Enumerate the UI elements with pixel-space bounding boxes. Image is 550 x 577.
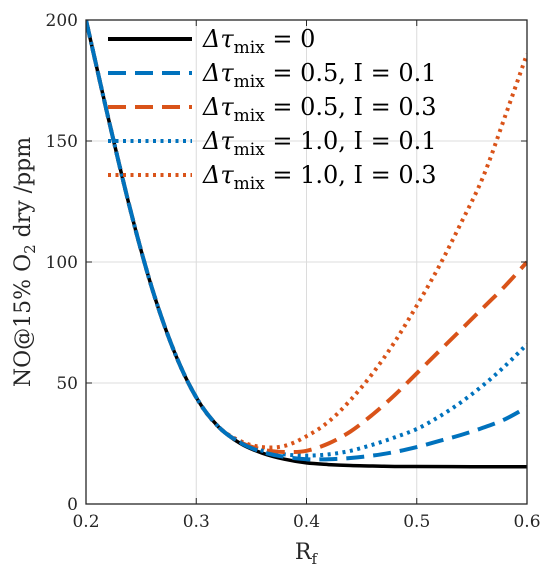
legend-label-5: Δτmix = 1.0, I = 0.3 [202, 161, 437, 194]
x-tick-label: 0.6 [513, 512, 540, 532]
legend-subscript: mix [234, 72, 266, 92]
legend-value: = 1.0, I = 0.1 [265, 127, 437, 155]
legend-delta: Δτ [202, 25, 234, 53]
legend-value: = 1.0, I = 0.3 [265, 161, 437, 189]
legend-delta: Δτ [202, 127, 234, 155]
y-axis-label: NO@15% O2 dry /ppm [11, 137, 39, 387]
y-tick-label: 100 [46, 253, 78, 273]
x-axis-label-sub: f [312, 550, 319, 568]
legend-subscript: mix [234, 174, 266, 194]
x-tick-label: 0.3 [183, 512, 210, 532]
legend-value: = 0.5, I = 0.1 [265, 59, 437, 87]
axis-ticks: 0.2 0.3 0.4 0.5 0.6 0 50 100 150 200 [46, 11, 541, 532]
y-axis-label-after: dry /ppm [11, 137, 36, 245]
legend-delta: Δτ [202, 59, 234, 87]
legend-label-4: Δτmix = 1.0, I = 0.1 [202, 127, 437, 160]
x-tick-label: 0.4 [293, 512, 320, 532]
x-tick-label: 0.2 [72, 512, 99, 532]
legend-label-1: Δτmix = 0 [202, 25, 315, 58]
y-axis-label-sub: 2 [21, 244, 39, 254]
legend-delta: Δτ [202, 93, 234, 121]
legend-label-3: Δτmix = 0.5, I = 0.3 [202, 93, 437, 126]
x-axis-label-main: R [295, 540, 313, 565]
legend-label-2: Δτmix = 0.5, I = 0.1 [202, 59, 437, 92]
x-tick-label: 0.5 [403, 512, 430, 532]
series-line-5 [86, 20, 527, 450]
legend-subscript: mix [234, 140, 266, 160]
series-lines [86, 20, 527, 469]
y-tick-label: 50 [56, 374, 78, 394]
legend-value: = 0.5, I = 0.3 [265, 93, 437, 121]
y-axis-label-before: NO@15% O [11, 254, 36, 387]
legend-delta: Δτ [202, 161, 234, 189]
y-tick-label: 0 [67, 495, 78, 515]
x-axis-label: Rf [295, 540, 319, 568]
legend-subscript: mix [234, 106, 266, 126]
y-tick-label: 150 [46, 132, 78, 152]
legend-value: = 0 [265, 25, 316, 53]
legend-subscript: mix [234, 38, 266, 58]
y-tick-label: 200 [46, 11, 78, 31]
series-line-2 [86, 20, 527, 462]
